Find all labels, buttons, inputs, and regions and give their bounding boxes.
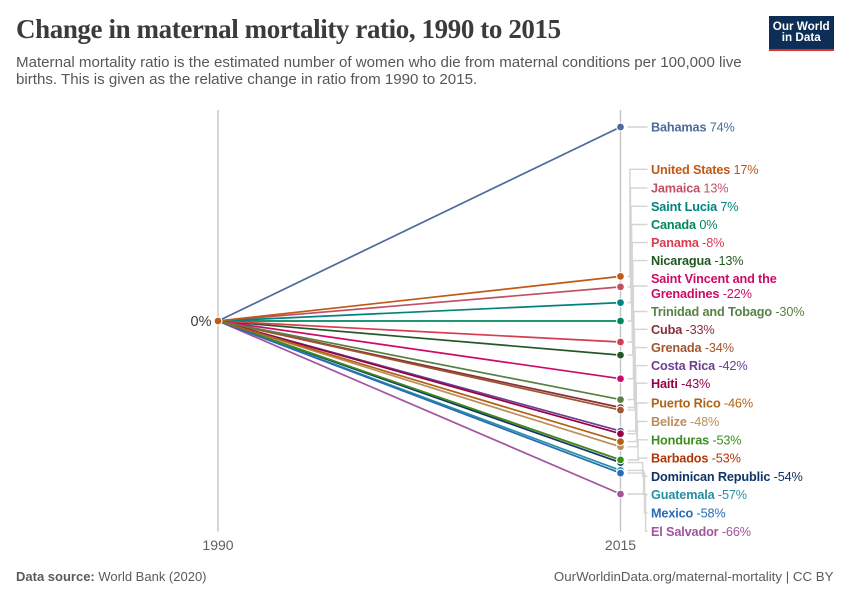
svg-text:0%: 0% [191, 314, 212, 330]
svg-text:Costa Rica -42%: Costa Rica -42% [651, 359, 747, 373]
svg-text:Grenada -34%: Grenada -34% [651, 341, 734, 355]
svg-text:Canada 0%: Canada 0% [651, 218, 717, 232]
svg-text:Panama -8%: Panama -8% [651, 236, 724, 250]
svg-text:Bahamas 74%: Bahamas 74% [651, 121, 735, 135]
svg-text:El Salvador -66%: El Salvador -66% [651, 525, 751, 539]
svg-text:Nicaragua -13%: Nicaragua -13% [651, 254, 743, 268]
svg-text:Dominican Republic -54%: Dominican Republic -54% [651, 470, 803, 484]
svg-text:Guatemala -57%: Guatemala -57% [651, 488, 747, 502]
svg-text:Honduras -53%: Honduras -53% [651, 433, 741, 447]
svg-text:Haiti -43%: Haiti -43% [651, 377, 710, 391]
svg-text:Cuba -33%: Cuba -33% [651, 323, 715, 337]
svg-text:Belize -48%: Belize -48% [651, 415, 719, 429]
svg-text:Trinidad and Tobago -30%: Trinidad and Tobago -30% [651, 305, 804, 319]
svg-text:Jamaica 13%: Jamaica 13% [651, 182, 728, 196]
svg-text:Barbados -53%: Barbados -53% [651, 452, 741, 466]
svg-text:Saint Vincent and the: Saint Vincent and the [651, 272, 777, 286]
svg-text:Puerto Rico -46%: Puerto Rico -46% [651, 397, 753, 411]
svg-text:1990: 1990 [202, 537, 233, 553]
svg-text:United States 17%: United States 17% [651, 163, 758, 177]
svg-text:2015: 2015 [605, 537, 636, 553]
svg-text:Grenadines -22%: Grenadines -22% [651, 287, 752, 301]
svg-text:Mexico -58%: Mexico -58% [651, 507, 726, 521]
svg-text:Saint Lucia 7%: Saint Lucia 7% [651, 200, 738, 214]
